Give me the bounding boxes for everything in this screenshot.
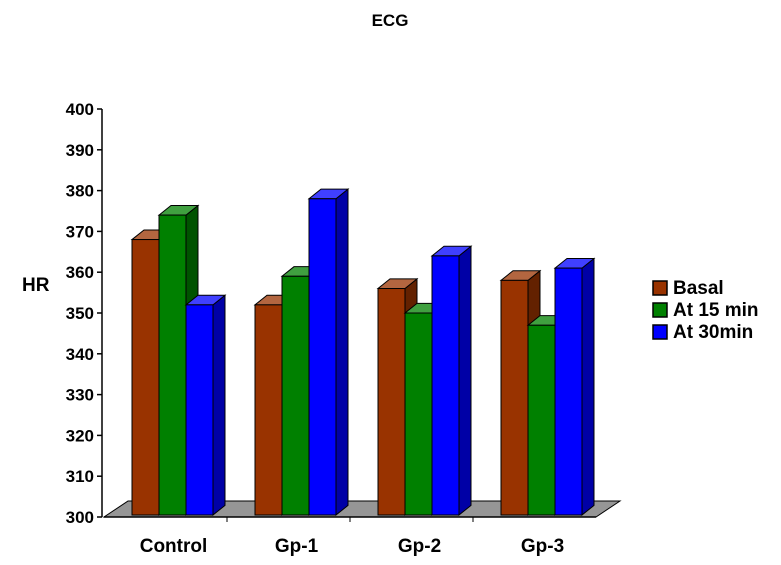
y-tick-label: 310 bbox=[66, 467, 94, 486]
y-tick-label: 370 bbox=[66, 222, 94, 241]
legend-item: At 15 min bbox=[652, 300, 759, 321]
bar-front bbox=[527, 324, 556, 516]
x-tick-label: Gp-3 bbox=[521, 536, 564, 557]
bar-front bbox=[554, 267, 583, 516]
x-tick-label: Gp-2 bbox=[398, 536, 441, 557]
bar-side bbox=[335, 188, 349, 517]
legend-swatch bbox=[652, 302, 668, 318]
x-tick-label: Control bbox=[140, 536, 208, 557]
legend-swatch bbox=[652, 324, 668, 340]
bar-front bbox=[254, 304, 283, 516]
x-axis: Control Gp-1 Gp-2 Gp-3 bbox=[104, 516, 596, 557]
bar-at-30min-gp-2 bbox=[430, 245, 473, 517]
chart-title: ECG bbox=[372, 11, 409, 30]
bar-side bbox=[212, 294, 226, 517]
bar-front bbox=[431, 255, 460, 516]
y-tick-label: 390 bbox=[66, 141, 94, 160]
y-tick-label: 300 bbox=[66, 508, 94, 527]
y-tick-label: 380 bbox=[66, 182, 94, 201]
y-axis-label: HR bbox=[22, 275, 50, 296]
bar-front bbox=[281, 275, 310, 516]
legend-label: At 15 min bbox=[673, 300, 759, 321]
bar-at-30min-gp-1 bbox=[307, 188, 350, 517]
bar-front bbox=[158, 214, 187, 516]
y-axis: 300 310 320 330 340 350 360 370 380 390 400 bbox=[66, 100, 103, 527]
y-tick-label: 330 bbox=[66, 386, 94, 405]
legend-swatch bbox=[652, 280, 668, 296]
bar-side bbox=[458, 245, 472, 517]
y-tick-label: 320 bbox=[66, 426, 94, 445]
bar-side bbox=[581, 257, 595, 517]
bar-front bbox=[404, 312, 433, 516]
bar-at-30min-control bbox=[184, 294, 227, 517]
y-tick-label: 360 bbox=[66, 263, 94, 282]
legend-label: At 30min bbox=[673, 322, 753, 343]
y-tick-label: 400 bbox=[66, 100, 94, 119]
bar-front bbox=[185, 304, 214, 516]
bar-front bbox=[131, 239, 160, 516]
x-tick-label: Gp-1 bbox=[275, 536, 319, 557]
y-tick-label: 340 bbox=[66, 345, 94, 364]
bar-at-30min-gp-3 bbox=[553, 257, 596, 517]
bar-front bbox=[377, 288, 406, 516]
legend-item: Basal bbox=[652, 278, 724, 299]
legend-label: Basal bbox=[673, 278, 724, 299]
bar-front bbox=[308, 198, 337, 516]
legend-item: At 30min bbox=[652, 322, 753, 343]
bar-front bbox=[500, 279, 529, 516]
bars bbox=[130, 188, 596, 517]
y-tick-label: 350 bbox=[66, 304, 94, 323]
